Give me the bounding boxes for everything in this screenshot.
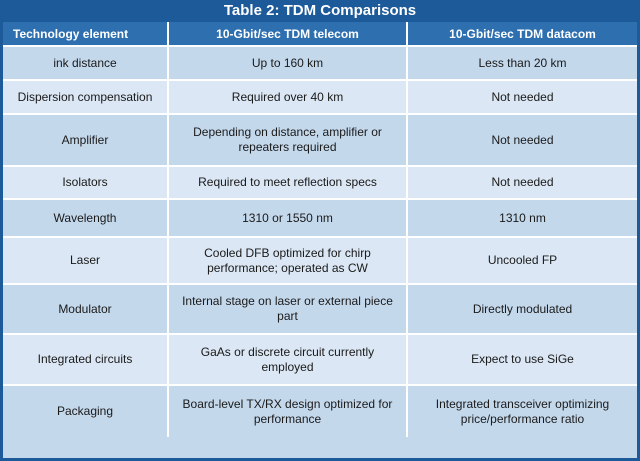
table-row: Dispersion compensation Required over 40… xyxy=(3,79,637,114)
telecom-cell: Required over 40 km xyxy=(168,79,408,114)
row-label: Laser xyxy=(3,236,169,284)
datacom-cell: Directly modulated xyxy=(407,283,637,334)
table-row: Packaging Board-level TX/RX design optim… xyxy=(3,384,637,437)
table-row: ink distance Up to 160 km Less than 20 k… xyxy=(3,45,637,80)
datacom-cell: Not needed xyxy=(407,79,637,114)
table-row: Wavelength 1310 or 1550 nm 1310 nm xyxy=(3,198,637,237)
telecom-cell: 1310 or 1550 nm xyxy=(168,198,408,237)
table-row: Laser Cooled DFB optimized for chirp per… xyxy=(3,236,637,284)
telecom-cell: GaAs or discrete circuit currently emplo… xyxy=(168,333,408,385)
row-label: Packaging xyxy=(3,384,169,437)
datacom-cell: Uncooled FP xyxy=(407,236,637,284)
datacom-cell: Integrated transceiver optimizing price/… xyxy=(407,384,637,437)
row-label: Isolators xyxy=(3,165,169,199)
table-row: Amplifier Depending on distance, amplifi… xyxy=(3,113,637,166)
table-row: Modulator Internal stage on laser or ext… xyxy=(3,283,637,334)
datacom-cell: Less than 20 km xyxy=(407,45,637,80)
table-row: Integrated circuits GaAs or discrete cir… xyxy=(3,333,637,385)
comparison-table: Technology element 10-Gbit/sec TDM telec… xyxy=(3,22,637,437)
datacom-cell: 1310 nm xyxy=(407,198,637,237)
row-label: Amplifier xyxy=(3,113,169,166)
telecom-cell: Cooled DFB optimized for chirp performan… xyxy=(168,236,408,284)
header-row: Technology element 10-Gbit/sec TDM telec… xyxy=(3,22,637,46)
table-row: Isolators Required to meet reflection sp… xyxy=(3,165,637,199)
datacom-cell: Not needed xyxy=(407,165,637,199)
datacom-cell: Not needed xyxy=(407,113,637,166)
telecom-cell: Depending on distance, amplifier or repe… xyxy=(168,113,408,166)
telecom-cell: Required to meet reflection specs xyxy=(168,165,408,199)
column-header-telecom: 10-Gbit/sec TDM telecom xyxy=(168,22,408,46)
column-header-technology-element: Technology element xyxy=(3,22,169,46)
row-label: Wavelength xyxy=(3,198,169,237)
telecom-cell: Up to 160 km xyxy=(168,45,408,80)
row-label: Integrated circuits xyxy=(3,333,169,385)
column-header-datacom: 10-Gbit/sec TDM datacom xyxy=(407,22,637,46)
datacom-cell: Expect to use SiGe xyxy=(407,333,637,385)
row-label: Modulator xyxy=(3,283,169,334)
table-title: Table 2: TDM Comparisons xyxy=(3,0,637,22)
row-label: Dispersion compensation xyxy=(3,79,169,114)
row-label: ink distance xyxy=(3,45,169,80)
telecom-cell: Board-level TX/RX design optimized for p… xyxy=(168,384,408,437)
telecom-cell: Internal stage on laser or external piec… xyxy=(168,283,408,334)
